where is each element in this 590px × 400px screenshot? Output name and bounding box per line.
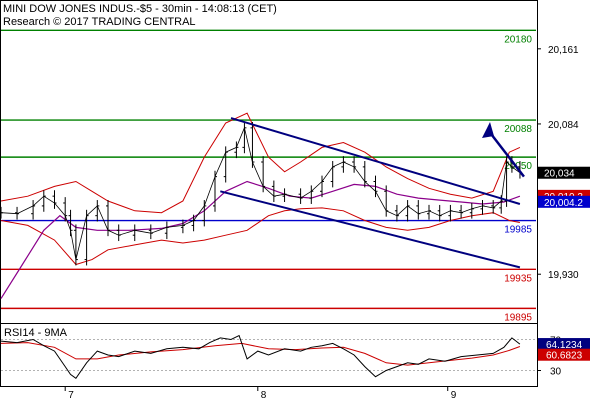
price-line [0, 126, 521, 260]
chart-title: MINI DOW JONES INDUS.-$5 - 30min - 14:08… [3, 3, 277, 15]
price-badge-2: 20,004.2 [544, 198, 583, 209]
price-panel: 201802008820050199851993519895 [0, 29, 536, 323]
rsi-badge-bg-0 [538, 338, 590, 351]
level-label-19895: 19895 [504, 312, 532, 323]
rsi-panel [0, 334, 536, 380]
time-axis-label-7: 7 [68, 390, 74, 400]
price-badge-bg-0 [538, 166, 590, 179]
price-badge-0: 20,034 [544, 169, 575, 180]
level-label-20088: 20088 [504, 124, 532, 135]
rsi-line [0, 334, 521, 380]
level-label-20180: 20180 [504, 34, 532, 45]
price-axis-label-0: 20,161 [548, 45, 579, 56]
moving-average-line [0, 180, 521, 299]
time-axis-label-8: 8 [261, 390, 267, 400]
price-axis-label-1: 20,084 [548, 120, 579, 131]
rsi-axis-label-1: 30 [550, 367, 562, 378]
price-badge-bg-2 [538, 195, 590, 208]
rsi-badge-0: 64.1234 [546, 340, 583, 351]
forecast-arrow-shaft [487, 129, 525, 178]
price-axis-label-3: 19,930 [548, 270, 579, 281]
rsi-panel-title: RSI14 - 9MA [4, 327, 68, 339]
level-label-19985: 19985 [504, 225, 532, 236]
chart-copyright: Research © 2017 TRADING CENTRAL [3, 16, 196, 28]
level-label-19935: 19935 [504, 273, 532, 284]
bollinger-lower-line [0, 207, 520, 266]
channel-lower-line [220, 190, 521, 269]
bollinger-upper-line [0, 112, 521, 214]
channel-upper-line [230, 117, 521, 205]
axes: 20,16120,08420,03419,93020,03420,010.320… [64, 45, 590, 400]
rsi-badge-bg-1 [538, 348, 590, 361]
rsi-badge-1: 60.6823 [546, 351, 583, 362]
rsi-ma-line [0, 342, 521, 366]
time-axis-label-9: 9 [451, 390, 457, 400]
forecast-arrow-head [482, 122, 494, 139]
price-panel-frame [0, 0, 538, 324]
